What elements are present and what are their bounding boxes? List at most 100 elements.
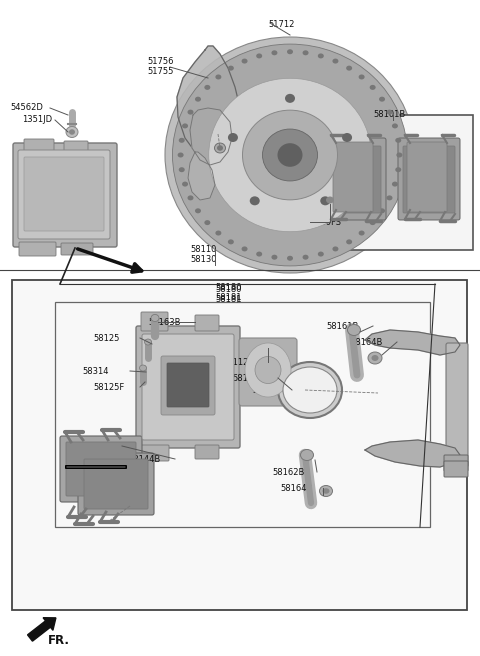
Polygon shape xyxy=(177,46,242,163)
Ellipse shape xyxy=(204,220,210,225)
Text: FR.: FR. xyxy=(48,634,70,647)
Ellipse shape xyxy=(302,255,309,260)
Ellipse shape xyxy=(179,138,185,143)
Ellipse shape xyxy=(359,230,365,236)
Text: 1220FS: 1220FS xyxy=(310,218,341,227)
FancyBboxPatch shape xyxy=(142,334,234,440)
FancyBboxPatch shape xyxy=(141,445,169,461)
FancyBboxPatch shape xyxy=(19,242,56,256)
FancyBboxPatch shape xyxy=(18,150,110,239)
Ellipse shape xyxy=(379,209,385,213)
FancyBboxPatch shape xyxy=(333,142,373,212)
Ellipse shape xyxy=(195,96,201,102)
Ellipse shape xyxy=(140,365,146,371)
FancyBboxPatch shape xyxy=(329,146,381,213)
Text: 51712: 51712 xyxy=(268,20,294,29)
FancyBboxPatch shape xyxy=(64,141,88,151)
Text: 58180
58181: 58180 58181 xyxy=(215,283,241,302)
Text: 58114A: 58114A xyxy=(252,386,284,395)
Ellipse shape xyxy=(370,220,376,225)
Ellipse shape xyxy=(287,256,293,260)
FancyBboxPatch shape xyxy=(136,326,240,448)
Ellipse shape xyxy=(263,129,317,181)
Polygon shape xyxy=(190,108,232,165)
FancyBboxPatch shape xyxy=(195,315,219,331)
Text: 58314: 58314 xyxy=(82,367,108,376)
Ellipse shape xyxy=(256,53,262,58)
FancyBboxPatch shape xyxy=(195,445,219,459)
Ellipse shape xyxy=(178,152,184,157)
Ellipse shape xyxy=(151,314,159,321)
Ellipse shape xyxy=(182,123,188,129)
Ellipse shape xyxy=(228,239,234,244)
FancyBboxPatch shape xyxy=(24,139,54,151)
FancyBboxPatch shape xyxy=(66,466,126,468)
Ellipse shape xyxy=(359,75,365,79)
Ellipse shape xyxy=(182,182,188,186)
FancyBboxPatch shape xyxy=(444,455,468,471)
Text: 58125F: 58125F xyxy=(93,383,124,392)
Text: 58163B: 58163B xyxy=(148,318,180,327)
FancyBboxPatch shape xyxy=(444,461,468,477)
FancyBboxPatch shape xyxy=(24,157,104,231)
Polygon shape xyxy=(365,330,460,355)
FancyBboxPatch shape xyxy=(161,356,215,415)
Ellipse shape xyxy=(326,197,334,203)
Ellipse shape xyxy=(333,247,338,251)
Ellipse shape xyxy=(396,152,402,157)
Ellipse shape xyxy=(271,51,277,55)
Ellipse shape xyxy=(386,195,393,200)
Ellipse shape xyxy=(250,196,260,205)
Ellipse shape xyxy=(318,53,324,58)
Ellipse shape xyxy=(323,488,329,494)
Ellipse shape xyxy=(165,37,415,273)
Text: 54562D: 54562D xyxy=(10,103,43,112)
Ellipse shape xyxy=(379,96,385,102)
FancyBboxPatch shape xyxy=(66,442,136,496)
Text: 58164B: 58164B xyxy=(350,338,383,347)
Ellipse shape xyxy=(241,58,248,64)
Ellipse shape xyxy=(217,145,223,151)
Ellipse shape xyxy=(188,110,193,115)
FancyBboxPatch shape xyxy=(407,142,447,212)
FancyBboxPatch shape xyxy=(78,453,154,515)
Text: 58161B: 58161B xyxy=(326,322,359,331)
Ellipse shape xyxy=(372,355,379,361)
Ellipse shape xyxy=(368,352,382,364)
FancyArrow shape xyxy=(27,618,56,641)
Ellipse shape xyxy=(242,110,337,200)
FancyBboxPatch shape xyxy=(318,115,473,250)
Ellipse shape xyxy=(320,196,330,205)
Ellipse shape xyxy=(228,133,238,142)
Ellipse shape xyxy=(395,138,401,143)
Ellipse shape xyxy=(333,58,338,64)
Ellipse shape xyxy=(144,339,152,345)
Ellipse shape xyxy=(346,66,352,71)
FancyBboxPatch shape xyxy=(324,138,386,220)
Text: 58110
58130: 58110 58130 xyxy=(190,245,216,264)
Ellipse shape xyxy=(342,133,352,142)
Text: 58164B: 58164B xyxy=(280,484,312,493)
FancyBboxPatch shape xyxy=(60,436,142,502)
FancyBboxPatch shape xyxy=(84,459,148,509)
Ellipse shape xyxy=(271,255,277,260)
Text: 58112: 58112 xyxy=(222,358,248,367)
Ellipse shape xyxy=(287,49,293,54)
Ellipse shape xyxy=(66,127,78,138)
Ellipse shape xyxy=(255,356,281,384)
Text: 58144B: 58144B xyxy=(128,455,160,464)
Ellipse shape xyxy=(370,85,376,90)
Ellipse shape xyxy=(300,449,313,461)
Ellipse shape xyxy=(348,325,360,335)
Ellipse shape xyxy=(346,239,352,244)
Ellipse shape xyxy=(395,167,401,172)
Text: 1140FZ: 1140FZ xyxy=(188,130,220,139)
FancyBboxPatch shape xyxy=(61,243,93,255)
Ellipse shape xyxy=(392,123,398,129)
Ellipse shape xyxy=(392,182,398,186)
Text: 58144B: 58144B xyxy=(88,502,120,511)
FancyBboxPatch shape xyxy=(403,146,455,213)
Ellipse shape xyxy=(277,143,302,167)
Ellipse shape xyxy=(386,110,393,115)
Ellipse shape xyxy=(256,251,262,256)
